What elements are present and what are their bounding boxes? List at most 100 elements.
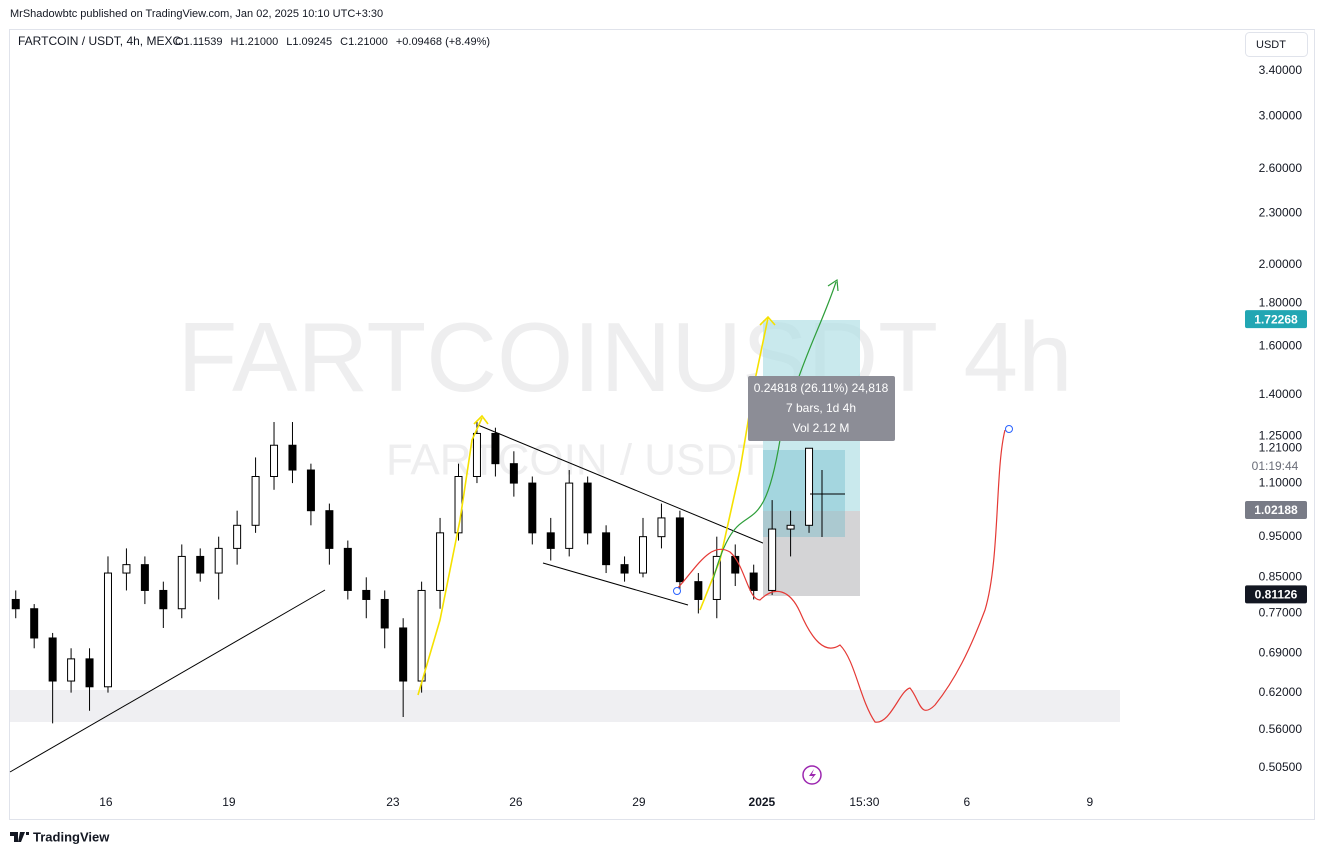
y-tick-label: 0.95000 bbox=[1259, 529, 1303, 543]
candle-body bbox=[602, 532, 611, 566]
candle-body bbox=[583, 482, 592, 534]
measure-text: Vol 2.12 M bbox=[793, 421, 850, 435]
wedge-top bbox=[477, 424, 776, 549]
watermark-sub: FARTCOIN / USDT bbox=[386, 436, 764, 485]
candle-body bbox=[638, 536, 647, 574]
candle-body bbox=[251, 476, 260, 526]
x-tick-label: 6 bbox=[964, 795, 971, 809]
yellow-path bbox=[417, 417, 483, 696]
candle-body bbox=[343, 547, 352, 591]
candle-body bbox=[565, 482, 574, 549]
price-label: 1.02188 bbox=[1254, 503, 1298, 517]
y-tick-label: 3.40000 bbox=[1259, 63, 1303, 77]
y-tick-label: 1.25000 bbox=[1259, 429, 1303, 443]
currency-button[interactable] bbox=[1245, 32, 1308, 57]
price-label-box bbox=[1245, 310, 1307, 329]
handle bbox=[673, 587, 681, 595]
candle-body bbox=[306, 469, 315, 512]
price-label-box bbox=[1245, 585, 1307, 604]
quote-value: H1.21000 bbox=[231, 36, 279, 48]
candle-body bbox=[67, 658, 76, 682]
candle-body bbox=[380, 598, 389, 629]
candle-body bbox=[214, 547, 223, 574]
candle-body bbox=[288, 444, 297, 471]
annotations bbox=[417, 278, 1013, 723]
red-path bbox=[675, 429, 1006, 723]
quote-value: L1.09245 bbox=[286, 36, 332, 48]
x-tick-label: 16 bbox=[99, 795, 113, 809]
candle-body bbox=[362, 589, 371, 600]
y-tick-label: 2.00000 bbox=[1259, 257, 1303, 271]
candle-body bbox=[694, 581, 703, 600]
x-tick-label: 9 bbox=[1087, 795, 1094, 809]
footer-brand: TradingView bbox=[33, 829, 110, 844]
candle-body bbox=[103, 572, 112, 688]
y-tick-label: 0.69000 bbox=[1259, 646, 1303, 660]
candle-body bbox=[122, 564, 131, 574]
candle-body bbox=[270, 444, 279, 478]
candle-body bbox=[657, 517, 666, 538]
y-tick-label: 1.21000 bbox=[1259, 440, 1303, 454]
green-path bbox=[712, 281, 837, 581]
watermark: FARTCOINUSDT 4h bbox=[178, 302, 1073, 412]
y-tick-label: 3.00000 bbox=[1259, 109, 1303, 123]
candle-body bbox=[786, 524, 795, 530]
y-tick-label: 0.85000 bbox=[1259, 569, 1303, 583]
y-tick-label: 0.56000 bbox=[1259, 722, 1303, 736]
quote-value: +0.09468 (+8.49%) bbox=[396, 36, 490, 48]
candle-body bbox=[11, 598, 20, 610]
candle-body bbox=[768, 528, 777, 591]
frame bbox=[9, 29, 1315, 820]
y-tick-label: 2.30000 bbox=[1259, 206, 1303, 220]
candle-body bbox=[159, 589, 168, 610]
drawings bbox=[9, 424, 776, 773]
y-tick-label: 0.50500 bbox=[1259, 760, 1303, 774]
x-tick-label: 2025 bbox=[749, 795, 776, 809]
y-tick-label: 0.62000 bbox=[1259, 685, 1303, 699]
candle-body bbox=[85, 658, 94, 688]
candle-body bbox=[325, 510, 334, 549]
y-tick-label: 2.60000 bbox=[1259, 161, 1303, 175]
candle-body bbox=[233, 524, 242, 549]
candle-body bbox=[196, 555, 205, 574]
candle-body bbox=[48, 637, 57, 682]
x-tick-label: 15:30 bbox=[849, 795, 879, 809]
arrow-head bbox=[759, 315, 776, 326]
candle-body bbox=[620, 564, 629, 574]
measure-text: 0.24818 (26.11%) 24,818 bbox=[754, 381, 889, 395]
candle-body bbox=[749, 572, 758, 591]
candle-body bbox=[546, 532, 555, 549]
x-tick-label: 29 bbox=[632, 795, 646, 809]
measure-tooltip bbox=[748, 376, 895, 441]
candle-body bbox=[140, 564, 149, 591]
support-zone bbox=[10, 690, 1120, 722]
candle-body bbox=[436, 532, 445, 591]
candle-body bbox=[509, 463, 518, 484]
symbol-title: FARTCOIN / USDT, 4h, MEXC bbox=[18, 34, 181, 48]
candle-body bbox=[417, 589, 426, 682]
event-icon[interactable] bbox=[802, 765, 822, 785]
tv-logo bbox=[10, 832, 29, 842]
event-icon-bolt bbox=[809, 769, 816, 781]
x-tick-label: 26 bbox=[509, 795, 523, 809]
x-tick-label: 19 bbox=[222, 795, 236, 809]
publisher: MrShadowbtc published on TradingView.com… bbox=[10, 8, 383, 20]
wedge-bottom bbox=[542, 562, 689, 606]
countdown: 01:19:44 bbox=[1252, 459, 1299, 473]
candle-body bbox=[399, 627, 408, 682]
candle-body bbox=[30, 608, 39, 639]
currency-button-text: USDT bbox=[1256, 39, 1286, 51]
price-label: 1.72268 bbox=[1254, 312, 1298, 326]
quote-value: C1.21000 bbox=[340, 36, 388, 48]
candle-body bbox=[491, 432, 500, 465]
price-label: 0.81126 bbox=[1255, 588, 1298, 602]
candle-body bbox=[472, 432, 481, 478]
candle-body bbox=[177, 555, 186, 610]
y-tick-label: 1.80000 bbox=[1259, 295, 1303, 309]
quote: O1.11539 H1.21000 L1.09245 C1.21000 +0.09468… bbox=[175, 36, 490, 48]
price-label-box bbox=[1245, 501, 1307, 520]
y-tick-label: 1.10000 bbox=[1259, 475, 1303, 489]
trend-line bbox=[9, 589, 326, 773]
y-tick-label: 1.60000 bbox=[1259, 338, 1303, 352]
